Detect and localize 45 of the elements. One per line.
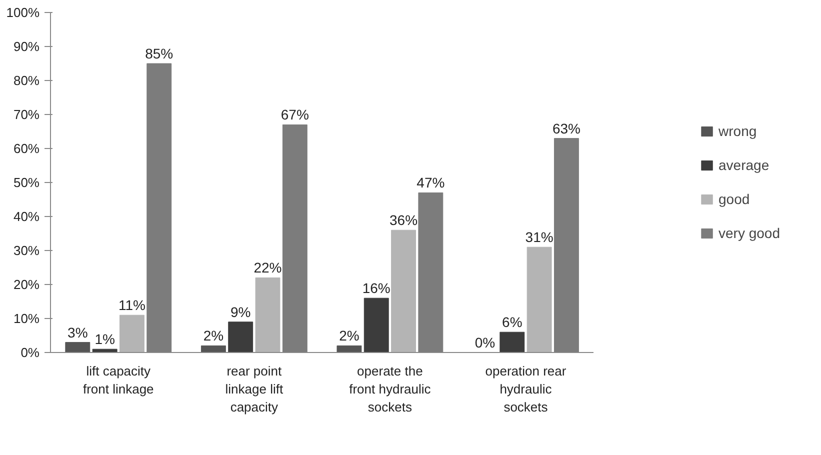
x-tick-label: operate the front hydraulic sockets: [349, 364, 432, 414]
data-label: 16%: [362, 280, 390, 296]
y-tick-label: 50%: [13, 175, 40, 190]
y-tick-label: 0%: [20, 345, 40, 360]
bar: [228, 322, 254, 352]
bar: [336, 345, 362, 352]
y-tick-label: 100%: [6, 5, 40, 20]
data-label: 3%: [68, 324, 88, 340]
bar: [526, 246, 552, 352]
data-label: 6%: [502, 314, 522, 330]
legend-label: very good: [718, 225, 780, 241]
y-tick-label: 10%: [13, 311, 40, 326]
data-label: 36%: [390, 212, 418, 228]
legend-label: wrong: [718, 123, 757, 139]
y-tick-label: 80%: [13, 73, 40, 88]
data-label: 0%: [474, 334, 496, 350]
x-tick-label: rear point linkage lift capacity: [225, 364, 284, 414]
y-tick-label: 60%: [13, 141, 40, 156]
data-label: 47%: [416, 174, 445, 191]
data-label: 2%: [339, 328, 360, 344]
x-tick-label: lift capacity front linkage: [82, 364, 154, 396]
bar: [364, 298, 389, 352]
data-label: 9%: [230, 304, 251, 320]
bar: [500, 332, 525, 352]
data-label: 67%: [280, 106, 309, 123]
bar: [200, 345, 226, 352]
legend-label: good: [718, 191, 750, 207]
y-tick-label: 30%: [13, 243, 40, 258]
data-label: 63%: [552, 120, 580, 136]
y-tick-label: 90%: [13, 39, 40, 54]
bar: [65, 342, 90, 352]
data-label: 2%: [203, 328, 224, 344]
data-label: 1%: [94, 331, 115, 348]
y-tick-label: 20%: [13, 277, 40, 292]
y-tick-label: 70%: [13, 107, 40, 122]
legend-label: average: [718, 157, 770, 173]
bar: [391, 230, 416, 352]
bar: [255, 277, 280, 352]
bar: [120, 314, 144, 352]
data-label: 85%: [145, 46, 174, 62]
data-label: 22%: [254, 260, 282, 276]
data-label: 31%: [525, 229, 554, 246]
data-label: 11%: [118, 297, 146, 314]
x-tick-label: operation rear hydraulic sockets: [485, 364, 567, 414]
y-tick-label: 40%: [13, 209, 40, 224]
